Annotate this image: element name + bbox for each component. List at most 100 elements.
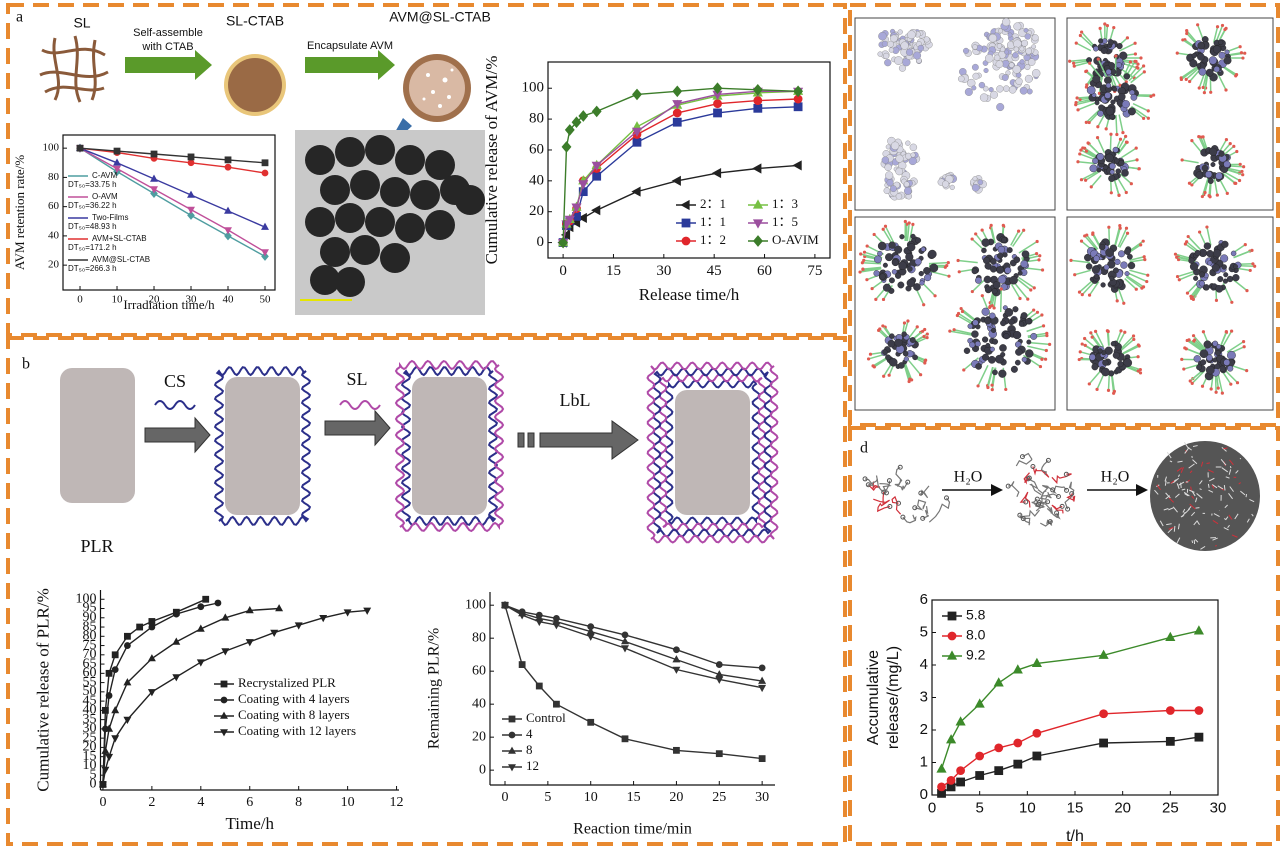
atom [1032,34,1039,41]
headgroup [1079,350,1082,353]
headgroup [1224,88,1227,91]
data-point [562,142,571,152]
atom [1220,366,1226,372]
atom [911,153,916,158]
atom [1093,46,1098,51]
atom [907,243,915,251]
atom [880,274,886,280]
headgroup [1045,334,1048,337]
data-point [225,164,231,170]
atom [1111,100,1116,105]
headgroup [882,228,885,231]
headgroup [1236,381,1239,384]
micelle-chain [1224,485,1225,490]
headgroup [1180,358,1183,361]
y-tick-label: 60 [529,141,544,157]
data-point [622,632,628,638]
headgroup [1241,173,1244,176]
micelle-chain [1174,526,1175,532]
headgroup [1216,193,1219,196]
headgroup [1039,365,1042,368]
atom [982,354,989,361]
headgroup [1245,289,1248,292]
data-point [948,651,957,659]
atom [1032,69,1040,77]
atom [981,248,986,253]
surfactant [929,263,948,264]
atom [1116,62,1122,68]
atom [968,324,973,329]
headgroup [1232,145,1235,148]
data-point [124,643,130,649]
data-point [102,748,109,754]
atom [965,88,973,96]
headgroup [925,336,928,339]
atom [903,351,908,356]
headgroup [1119,329,1122,332]
headgroup [989,305,992,308]
headgroup [1036,240,1039,243]
x-tick-label: 4 [197,795,204,810]
x-axis-label: Release time/h [639,285,740,304]
atom [1027,340,1031,344]
headgroup [1099,27,1102,30]
headgroup [873,365,876,368]
data-point [673,118,681,126]
atom [1025,34,1031,40]
data-point [947,735,956,743]
headgroup [1004,388,1007,391]
headgroup [1215,299,1218,302]
atom [1209,56,1217,64]
headgroup [1096,125,1099,128]
data-point [673,176,681,185]
micelle [1150,441,1260,551]
headgroup [1117,194,1120,197]
particle [425,150,455,180]
particle [425,210,455,240]
atom [1014,47,1019,52]
headgroup [1105,127,1108,130]
headgroup [1084,344,1087,347]
data-point [995,767,1003,775]
atom [1003,86,1009,92]
headgroup [1250,249,1253,252]
atom [1030,333,1036,339]
panel-c [855,18,1273,410]
data-point [1100,739,1108,747]
y-tick-label: 80 [472,630,486,645]
headgroup [1096,136,1099,139]
y-tick-label: 80 [529,111,544,127]
atom [973,176,977,180]
series-line [505,605,762,668]
atom [884,59,891,66]
headgroup [1048,343,1051,346]
headgroup [1242,165,1245,168]
headgroup [1123,331,1126,334]
scheme-d: H₂O H₂O [863,441,1260,551]
data-point [225,157,231,163]
headgroup [1121,131,1124,134]
x-tick-label: 50 [260,293,272,305]
x-tick-label: 75 [807,263,822,279]
atom [889,358,897,366]
data-point [1195,707,1203,715]
headgroup [1078,358,1081,361]
x-tick-label: 10 [584,790,598,805]
headgroup [1209,91,1212,94]
arrow [145,418,210,452]
headgroup [1217,387,1220,390]
data-point [938,783,946,791]
atom [992,339,998,345]
x-tick-label: 30 [656,263,671,279]
chain-end [1046,458,1050,462]
surfactant [1215,374,1216,392]
x-tick-label: 45 [707,263,722,279]
y-tick-label: 40 [472,696,486,711]
atom [1213,46,1221,54]
atom [1206,69,1213,76]
legend-label: Control [526,710,566,725]
headgroup [1138,344,1141,347]
data-point [713,169,721,178]
headgroup [1078,152,1081,155]
data-point [106,670,112,676]
